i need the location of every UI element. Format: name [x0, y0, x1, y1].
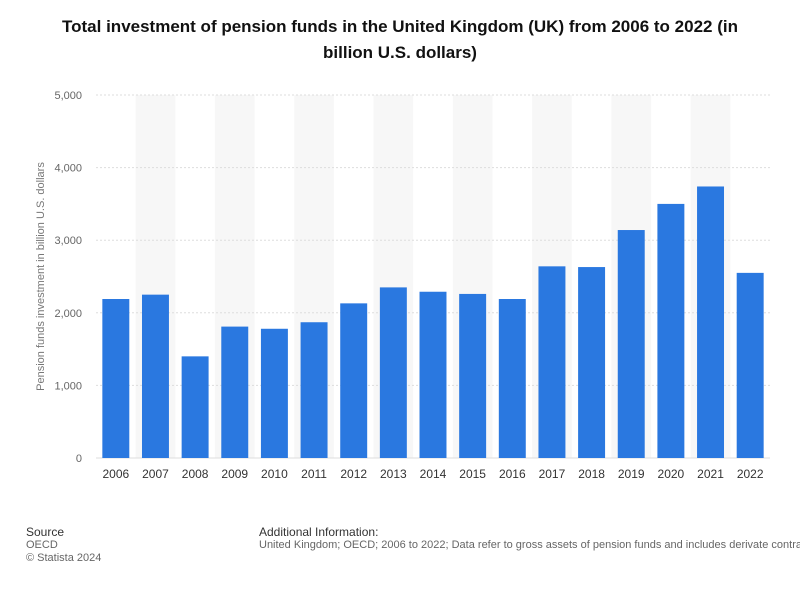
- additional-info-text: United Kingdom; OECD; 2006 to 2022; Data…: [259, 539, 800, 551]
- x-tick-label: 2008: [182, 467, 209, 481]
- bar[interactable]: [221, 326, 249, 458]
- bar[interactable]: [340, 303, 368, 458]
- x-axis-ticks: 2006 2007 2008 2009 2010 2011 2012 2013 2014 2015…: [102, 467, 763, 481]
- y-tick-label: 1,000: [54, 380, 82, 392]
- bar[interactable]: [459, 293, 487, 458]
- y-tick-label: 4,000: [54, 163, 82, 175]
- bar[interactable]: [141, 294, 169, 458]
- bar[interactable]: [697, 186, 725, 458]
- additional-info-heading: Additional Information:: [259, 526, 379, 539]
- y-tick-label: 2,000: [54, 308, 82, 320]
- bars: [102, 186, 764, 458]
- source-heading: Source: [26, 525, 65, 539]
- x-tick-label: 2021: [697, 467, 724, 481]
- x-tick-label: 2013: [380, 467, 407, 481]
- bar[interactable]: [181, 356, 209, 458]
- chart-title: Total investment of pension funds in the…: [62, 17, 738, 62]
- x-tick-label: 2011: [301, 467, 327, 481]
- copyright: © Statista 2024: [26, 552, 102, 564]
- x-tick-label: 2009: [221, 467, 248, 481]
- source-link[interactable]: OECD: [26, 539, 58, 551]
- bar[interactable]: [300, 322, 328, 458]
- bar[interactable]: [578, 267, 606, 458]
- x-tick-label: 2022: [737, 467, 764, 481]
- y-tick-label: 5,000: [54, 90, 82, 102]
- additional-info-block: Additional Information: United Kingdom; …: [259, 526, 800, 552]
- bar[interactable]: [419, 291, 447, 458]
- y-axis-label: Pension funds investment in billion U.S.…: [35, 162, 47, 391]
- x-tick-label: 2019: [618, 467, 645, 481]
- bar[interactable]: [260, 328, 288, 458]
- x-tick-label: 2010: [261, 467, 288, 481]
- x-tick-label: 2012: [340, 467, 367, 481]
- bar[interactable]: [379, 287, 407, 458]
- source-block: Source OECD © Statista 2024: [26, 526, 101, 565]
- x-tick-label: 2018: [578, 467, 605, 481]
- bar[interactable]: [102, 299, 130, 458]
- x-tick-label: 2016: [499, 467, 526, 481]
- x-tick-label: 2020: [658, 467, 685, 481]
- bar[interactable]: [657, 203, 685, 458]
- x-tick-label: 2015: [459, 467, 486, 481]
- x-tick-label: 2007: [142, 467, 169, 481]
- x-tick-label: 2006: [102, 467, 129, 481]
- bar[interactable]: [617, 230, 645, 458]
- y-tick-label: 0: [76, 453, 82, 465]
- y-axis-ticks: 0 1,000 2,000 3,000 4,000 5,000: [54, 90, 82, 465]
- y-tick-label: 3,000: [54, 235, 82, 247]
- bar[interactable]: [538, 266, 566, 458]
- x-tick-label: 2017: [539, 467, 566, 481]
- x-tick-label: 2014: [420, 467, 447, 481]
- bar[interactable]: [736, 272, 764, 458]
- bar[interactable]: [498, 299, 526, 458]
